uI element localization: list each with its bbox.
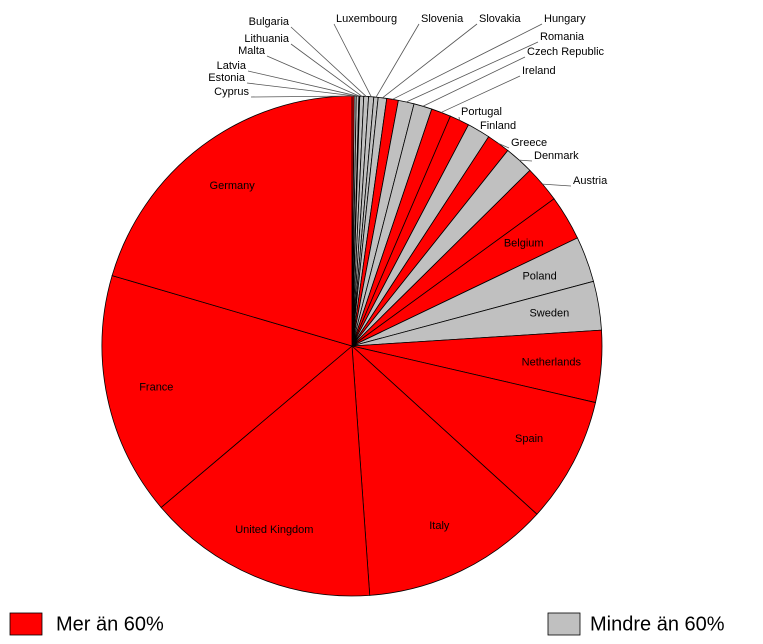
pie-slice (160, 345, 371, 597)
slice-label: Lithuania (244, 33, 290, 45)
slice-label: United Kingdom (235, 524, 313, 536)
slice-label: Sweden (529, 308, 569, 320)
slice-label: Luxembourg (336, 13, 397, 25)
slice-label: Ireland (522, 65, 556, 77)
slice-label: Romania (540, 31, 585, 43)
slice-label: Cyprus (214, 86, 249, 98)
slice-label: Denmark (534, 150, 579, 162)
leader-line (406, 41, 539, 103)
slice-label: Poland (522, 271, 556, 283)
leader-line (477, 130, 479, 132)
legend-label: Mer än 60% (56, 613, 164, 635)
pie-slice (351, 345, 538, 596)
pie-slice (111, 95, 353, 347)
leader-line (392, 23, 543, 100)
slice-label: Estonia (208, 72, 246, 84)
slice-label: Czech Republic (527, 46, 605, 58)
leader-line (498, 142, 510, 149)
leader-line (542, 183, 572, 187)
slice-label: Austria (573, 175, 608, 187)
pie-slice (350, 345, 596, 515)
leader-line (458, 116, 460, 121)
leader-line (250, 95, 354, 98)
pie-slice (101, 275, 353, 509)
leader-line (440, 75, 521, 113)
slice-label: Germany (210, 180, 256, 192)
leader-line (266, 55, 360, 97)
slice-label: Italy (429, 520, 450, 532)
leader-line (247, 70, 358, 97)
legend-label: Mindre än 60% (590, 613, 725, 635)
slice-label: Finland (480, 120, 516, 132)
leader-line (333, 23, 372, 97)
leader-line (246, 82, 356, 97)
slice-label: Belgium (504, 237, 544, 249)
slice-label: Latvia (217, 60, 247, 72)
legend-swatch (9, 612, 43, 636)
leader-line (422, 56, 526, 107)
legend-swatch (547, 612, 581, 636)
slice-label: Portugal (461, 106, 502, 118)
slice-label: Netherlands (522, 356, 582, 368)
leader-line (290, 26, 367, 97)
slice-label: Bulgaria (249, 16, 290, 28)
slice-label: Hungary (544, 13, 586, 25)
leader-line (519, 159, 533, 162)
slice-label: France (139, 381, 173, 393)
slice-label: Greece (511, 137, 547, 149)
slice-label: Spain (515, 433, 543, 445)
slice-label: Malta (238, 45, 266, 57)
leader-line (382, 23, 478, 99)
leader-line (290, 43, 363, 97)
leader-line (375, 23, 420, 98)
slice-label: Slovakia (479, 13, 521, 25)
slice-label: Slovenia (421, 13, 464, 25)
